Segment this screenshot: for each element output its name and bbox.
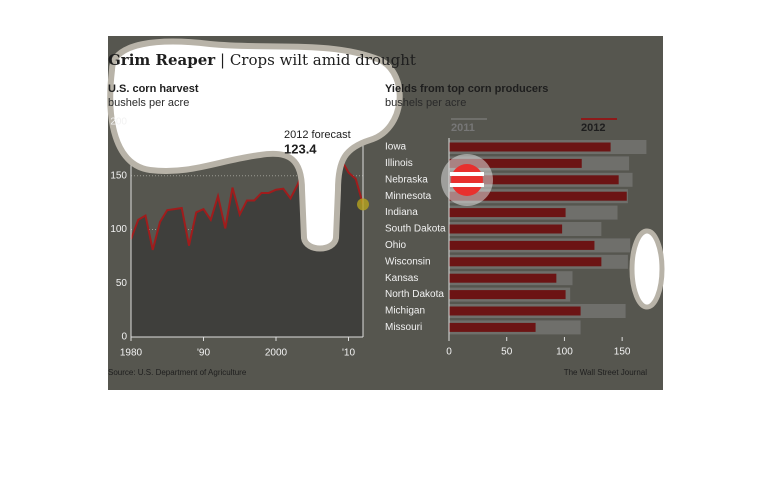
bar [449, 208, 566, 218]
x-tick-label: 100 [556, 347, 573, 358]
axis-label: bushels per acre [108, 97, 189, 109]
category-label: Iowa [385, 142, 407, 153]
category-label: South Dakota [385, 224, 446, 235]
title: Grim Reaper [108, 51, 216, 69]
bar [449, 191, 627, 201]
y-tick-label: 150 [110, 170, 127, 181]
bar [449, 306, 581, 316]
chart-title: U.S. corn harvest [108, 83, 199, 95]
x-tick-label: 2000 [265, 348, 288, 359]
overlay-dot [451, 164, 483, 196]
bar [449, 142, 611, 152]
bar [449, 158, 582, 168]
x-tick-label: '10 [342, 348, 355, 359]
axis-label: bushels per acre [385, 97, 466, 109]
bar [449, 240, 595, 250]
category-label: Michigan [385, 306, 425, 317]
bar [449, 322, 536, 332]
annotation: 2012 forecast [284, 129, 351, 141]
bar [449, 290, 566, 300]
category-label: Wisconsin [385, 256, 431, 267]
x-tick-label: 50 [501, 347, 513, 358]
y-tick-label: 100 [110, 224, 127, 235]
annotation-value: 123.4 [284, 141, 317, 156]
x-tick-label: '90 [197, 348, 210, 359]
category-label: Kansas [385, 273, 418, 284]
category-label: Minnesota [385, 191, 432, 202]
chart-title: Yields from top corn producers [385, 83, 548, 95]
credit: The Wall Street Journal [564, 368, 648, 377]
category-label: Illinois [385, 158, 413, 169]
x-tick-label: 1980 [120, 348, 143, 359]
category-label: North Dakota [385, 289, 444, 300]
subtitle: | Crops wilt amid drought [220, 51, 416, 69]
overlay-stripe [450, 183, 484, 187]
category-label: Missouri [385, 322, 422, 333]
y-tick-label: 50 [116, 278, 128, 289]
legend-label: 2012 [581, 122, 605, 134]
category-label: Indiana [385, 207, 418, 218]
overlay-blob [107, 38, 403, 252]
y-tick-label: 0 [121, 332, 127, 343]
bar [449, 273, 557, 283]
forecast-marker [357, 198, 369, 211]
source: Source: U.S. Department of Agriculture [108, 368, 247, 377]
category-label: Nebraska [385, 174, 428, 185]
bar [449, 175, 619, 185]
overlay-stripe [450, 172, 484, 176]
legend-label: 2011 [451, 122, 475, 134]
category-label: Ohio [385, 240, 407, 251]
bar [449, 224, 563, 234]
bar [449, 257, 602, 267]
overlay-blob [629, 228, 665, 310]
x-tick-label: 0 [446, 347, 452, 358]
y-tick-label: 200 [110, 117, 127, 128]
x-tick-label: 150 [614, 347, 631, 358]
